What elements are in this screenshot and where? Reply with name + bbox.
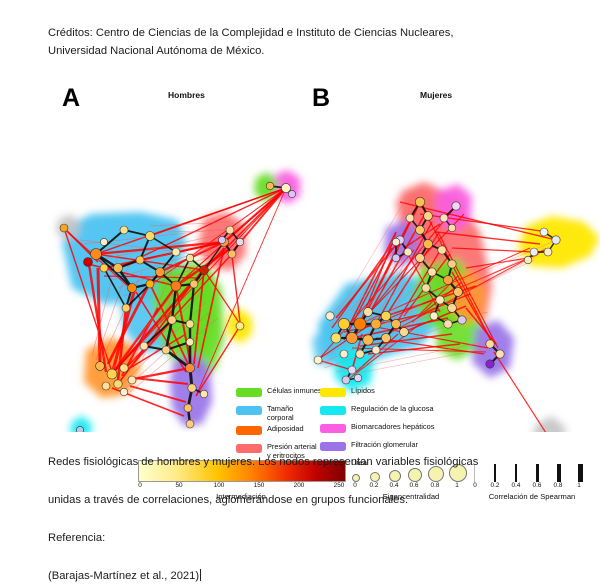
- legend-label-adiposidad: Adiposidad: [267, 424, 304, 433]
- panel-title-mujeres: Mujeres: [420, 90, 453, 100]
- scale-legends: 0 50 100 150 200 250 Intermediación 0 0.…: [0, 458, 600, 502]
- betweenness-title: Intermediación: [216, 492, 266, 501]
- legend-item-tamano-corporal: Tamaño corporal: [236, 404, 322, 423]
- swatch-regulacion-glucosa: [320, 406, 346, 415]
- spearman-bar-0: [474, 464, 475, 482]
- credits-text: Créditos: Centro de Ciencias de la Compl…: [48, 27, 454, 57]
- swatch-lipidos: [320, 388, 346, 397]
- figure-caption: Redes fisiológicas de hombres y mujeres.…: [48, 434, 558, 586]
- panel-b-nodes: [313, 196, 561, 432]
- spearman-bars: [474, 458, 584, 482]
- legend-item-presion-arterial: Presión arterial y eritrocitos: [236, 442, 322, 461]
- legend-label-regulacion-glucosa: Regulación de la glucosa: [351, 404, 434, 413]
- legend-item-lipidos: Lípidos: [320, 386, 434, 403]
- legend-label-biomarcadores-hepaticos: Biomarcadores hepáticos: [351, 422, 435, 431]
- swatch-presion-arterial: [236, 444, 262, 453]
- figure-area: A Hombres B Mujeres: [0, 72, 600, 501]
- spearman-bar-5: [578, 464, 583, 482]
- legend-label-celulas-inmunes: Células inmunes: [267, 386, 322, 395]
- text-cursor: [200, 569, 202, 581]
- eigencentrality-title: Eigencentralidad: [382, 492, 440, 501]
- panel-label-a: A: [62, 84, 81, 112]
- eigen-tick-5: 1: [455, 482, 459, 489]
- spearman-tick-3: 0.6: [532, 482, 542, 489]
- spearman-tick-5: 1: [577, 482, 581, 489]
- panel-label-b: B: [312, 84, 331, 112]
- spearman-tick-2: 0.4: [511, 482, 521, 489]
- panel-a-nodes: [59, 181, 296, 432]
- eigen-bubble-3: [408, 468, 422, 482]
- eigen-tick-0: 0: [353, 482, 357, 489]
- figure-page: Créditos: Centro de Ciencias de la Compl…: [0, 27, 600, 582]
- legend-label-lipidos: Lípidos: [351, 386, 375, 395]
- legend-item-filtracion-glomerular: Filtración glomerular: [320, 440, 434, 457]
- spearman-title: Correlación de Spearman: [488, 492, 576, 501]
- eigencentrality-bubbles: [352, 458, 467, 482]
- caption-line-2: unidas a través de correlaciones, aglome…: [48, 494, 409, 506]
- legend-item-regulacion-glucosa: Regulación de la glucosa: [320, 404, 434, 421]
- caption-reference: (Barajas-Martínez et al., 2021): [48, 570, 200, 582]
- legend-label-presion-arterial: Presión arterial y eritrocitos: [267, 442, 317, 460]
- eigen-tick-3: 0.6: [409, 482, 419, 489]
- eigen-tick-1: 0.2: [369, 482, 379, 489]
- spearman-bar-2: [515, 464, 518, 482]
- legend-item-adiposidad: Adiposidad: [236, 424, 322, 441]
- legend-item-biomarcadores-hepaticos: Biomarcadores hepáticos: [320, 422, 434, 439]
- legend-label-tamano-corporal: Tamaño corporal: [267, 404, 294, 422]
- panel-title-hombres: Hombres: [168, 90, 205, 100]
- swatch-adiposidad: [236, 426, 262, 435]
- betweenness-tick-2: 100: [213, 482, 225, 489]
- betweenness-tick-1: 50: [175, 482, 183, 489]
- legend-label-urea: Urea: [351, 458, 368, 467]
- spearman-tick-1: 0.2: [490, 482, 500, 489]
- eigen-bubble-0: [352, 474, 360, 482]
- eigen-bubble-1: [370, 472, 380, 482]
- betweenness-tick-3: 150: [253, 482, 265, 489]
- eigen-bubble-4: [428, 466, 444, 482]
- spearman-tick-4: 0.8: [553, 482, 563, 489]
- eigen-bubble-5: [449, 464, 467, 482]
- eigen-tick-2: 0.4: [389, 482, 399, 489]
- betweenness-tick-0: 0: [138, 482, 142, 489]
- eigen-tick-4: 0.8: [430, 482, 440, 489]
- spearman-bar-1: [494, 464, 496, 482]
- swatch-biomarcadores-hepaticos: [320, 424, 346, 433]
- betweenness-tick-4: 200: [293, 482, 305, 489]
- cluster-legend-column-one: Células inmunes Tamaño corporal Adiposid…: [236, 386, 322, 462]
- betweenness-tick-5: 250: [333, 482, 345, 489]
- spearman-bar-3: [536, 464, 540, 482]
- swatch-celulas-inmunes: [236, 388, 262, 397]
- spearman-tick-0: 0: [473, 482, 477, 489]
- caption-line-3: Referencia:: [48, 532, 106, 544]
- betweenness-colorbar: [138, 460, 346, 482]
- network-graphs: [56, 170, 600, 432]
- swatch-tamano-corporal: [236, 406, 262, 415]
- swatch-filtracion-glomerular: [320, 442, 346, 451]
- spearman-bar-4: [557, 464, 561, 482]
- legend-item-celulas-inmunes: Células inmunes: [236, 386, 322, 403]
- caption-line-1: Redes fisiológicas de hombres y mujeres.…: [48, 456, 479, 468]
- legend-label-filtracion-glomerular: Filtración glomerular: [351, 440, 418, 449]
- eigen-bubble-2: [389, 470, 401, 482]
